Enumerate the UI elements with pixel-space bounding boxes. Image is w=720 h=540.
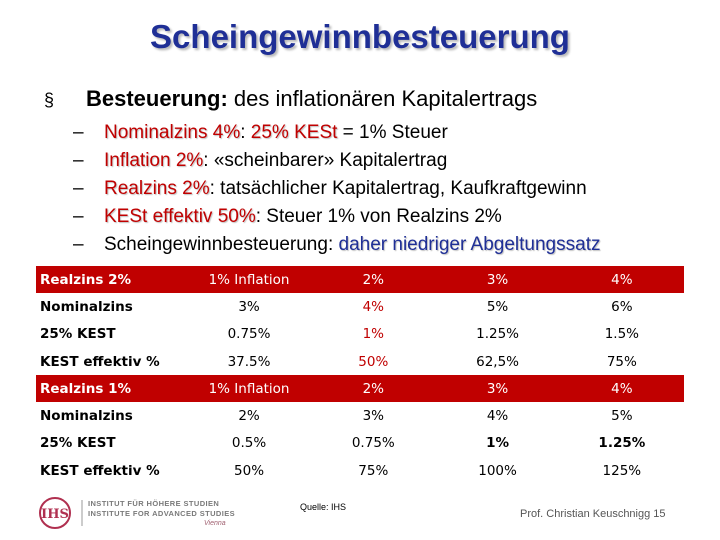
highlight-realzins: Realzins 2% <box>104 178 210 199</box>
table-row: 25% KEST 0.75% 1% 1.25% 1.5% <box>36 321 684 348</box>
highlight-abgeltungssatz: daher niedriger Abgeltungssatz <box>338 234 601 255</box>
sub-bullet-kest-effektiv: – KESt effektiv 50%: Steuer 1% von Realz… <box>73 206 502 228</box>
table-row: Nominalzins 3% 4% 5% 6% <box>36 293 684 320</box>
table-cell: 1% Inflation <box>186 375 312 403</box>
dash-icon: – <box>73 122 84 143</box>
table-cell: 1.5% <box>604 326 639 343</box>
table-cell: 2% <box>238 408 260 425</box>
table-row-label: KEST effektiv % <box>40 462 160 479</box>
table-row: KEST effektiv % 37.5% 50% 62,5% 75% <box>36 348 684 375</box>
sub-bullet-sep: : <box>240 122 251 143</box>
table-row-label: 25% KEST <box>40 435 116 452</box>
table-row: 25% KEST 0.5% 0.75% 1% 1.25% <box>36 430 684 457</box>
table-cell: 1% <box>362 326 384 343</box>
sub-bullet-text: : Steuer 1% von Realzins 2% <box>255 206 502 227</box>
sub-bullet-nominal: – Nominalzins 4%: 25% KESt = 1% Steuer <box>73 122 448 144</box>
tax-table: Realzins 2% 1% Inflation 2% 3% 4% Nominalzins… <box>36 266 684 484</box>
table-cell: 62,5% <box>476 353 519 370</box>
table-row-label: Nominalzins <box>40 298 133 315</box>
table-cell: 50% <box>358 353 389 370</box>
logo-city: Vienna <box>204 520 226 527</box>
table-cell: 100% <box>478 462 517 479</box>
table-cell: 0.5% <box>231 435 267 452</box>
table-row-label: Nominalzins <box>40 408 133 425</box>
ihs-logo: IHS <box>39 497 83 529</box>
section-marker-icon: § <box>44 90 55 110</box>
table-cell: 1.25% <box>598 435 646 452</box>
logo-text: INSTITUT FÜR HÖHERE STUDIEN INSTITUTE FO… <box>88 499 235 518</box>
sub-bullet-prefix: Scheingewinnbesteuerung: <box>104 234 339 255</box>
table-cell: 1% <box>486 435 510 452</box>
table-header-row: Realzins 1% 1% Inflation 2% 3% 4% <box>36 375 684 403</box>
table-cell: 4% <box>362 298 384 315</box>
table-cell: 1.25% <box>476 326 519 343</box>
sub-bullet-inflation: – Inflation 2%: «scheinbarer» Kapitalert… <box>73 150 448 172</box>
sub-bullet-scheingewinn: – Scheingewinnbesteuerung: daher niedrig… <box>73 234 601 256</box>
sub-bullet-text: : tatsächlicher Kapitalertrag, Kaufkraft… <box>209 178 587 199</box>
sub-bullet-text: : «scheinbarer» Kapitalertrag <box>203 150 448 171</box>
table-cell: 3% <box>238 298 260 315</box>
table-row-label: KEST effektiv % <box>40 353 160 370</box>
table-cell: 6% <box>611 298 633 315</box>
footer-author-page: Prof. Christian Keuschnigg 15 <box>520 508 666 520</box>
table-cell: 0.75% <box>227 326 271 343</box>
logo-line-2: INSTITUTE FOR ADVANCED STUDIES <box>88 508 236 518</box>
sub-bullet-realzins: – Realzins 2%: tatsächlicher Kapitalertr… <box>73 178 587 200</box>
table-cell: 5% <box>486 298 509 315</box>
table-cell: 125% <box>602 462 642 479</box>
table-cell: 4% <box>559 266 684 294</box>
table-cell: 4% <box>486 408 509 425</box>
table-header-row: Realzins 2% 1% Inflation 2% 3% 4% <box>36 266 684 294</box>
table-row-label: 25% KEST <box>40 326 116 343</box>
table-row-label: Realzins 1% <box>36 375 187 403</box>
table-row: KEST effektiv % 50% 75% 100% 125% <box>36 457 684 484</box>
table-cell: 75% <box>358 462 389 479</box>
logo-line-1: INSTITUT FÜR HÖHERE STUDIEN <box>88 499 220 508</box>
highlight-kest-effektiv: KESt effektiv 50% <box>104 206 256 227</box>
table-cell: 37.5% <box>227 353 271 370</box>
table-cell: 3% <box>435 266 560 294</box>
table-cell: 2% <box>311 266 436 294</box>
dash-icon: – <box>73 178 84 199</box>
table-cell: 3% <box>435 375 560 403</box>
dash-icon: – <box>73 234 84 255</box>
dash-icon: – <box>73 206 84 227</box>
ihs-logo-ring-icon <box>39 497 71 529</box>
table-cell: 3% <box>362 408 384 425</box>
ihs-logo-abbr: IHS <box>41 507 69 522</box>
highlight-inflation: Inflation 2% <box>104 150 204 171</box>
highlight-kest: 25% KESt <box>250 122 338 143</box>
table-cell: 75% <box>606 353 637 370</box>
highlight-nominal: Nominalzins 4% <box>104 122 241 143</box>
table-cell: 5% <box>611 408 633 425</box>
main-bullet-bold: Besteuerung: <box>86 86 228 111</box>
slide-title: Scheingewinnbesteuerung <box>150 18 570 55</box>
table-cell: 2% <box>311 375 436 403</box>
table-cell: 1% Inflation <box>186 266 312 294</box>
table-cell: 50% <box>234 462 265 479</box>
table-row: Nominalzins 2% 3% 4% 5% <box>36 402 684 429</box>
table-cell: 0.75% <box>351 435 395 452</box>
table-cell: 4% <box>559 375 684 403</box>
table-row-label: Realzins 2% <box>36 266 187 294</box>
main-bullet-text: des inflationären Kapitalertrags <box>227 86 538 111</box>
sub-bullet-text: = 1% Steuer <box>337 122 448 143</box>
main-bullet: § Besteuerung: des inflationären Kapitale… <box>44 86 537 112</box>
source-note: Quelle: IHS <box>300 502 347 512</box>
dash-icon: – <box>73 150 84 171</box>
